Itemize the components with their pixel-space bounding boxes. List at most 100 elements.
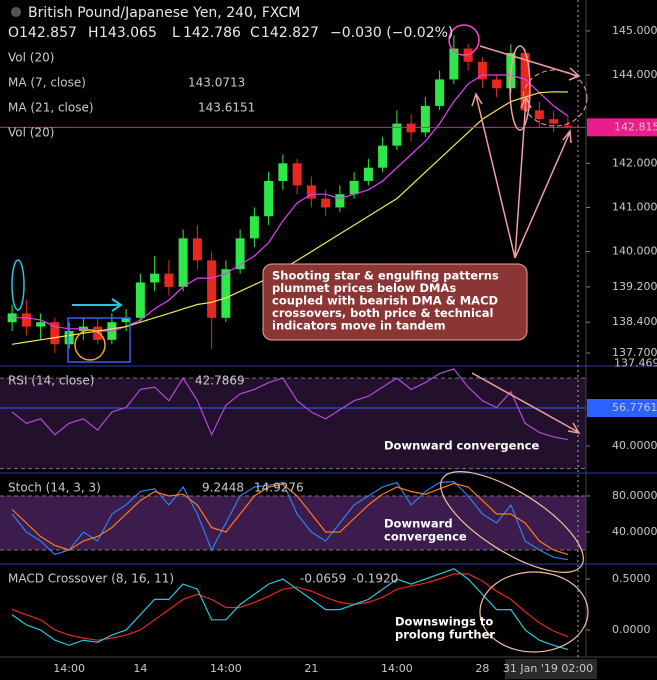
- y-tick-label: 0.5000: [612, 572, 651, 585]
- highlight-circle: [74, 329, 106, 361]
- legend-label: Vol (20): [8, 126, 54, 140]
- ohlc-value: 143.065: [99, 25, 157, 41]
- y-tick-label: 40.0000: [612, 439, 657, 452]
- indicator-line: [11, 368, 569, 441]
- legend-value: 143.6151: [198, 101, 255, 115]
- annotation: indicators move in tandem: [272, 319, 446, 333]
- indicator-line: [11, 482, 569, 556]
- candle-body: [93, 326, 103, 340]
- arrows: [471, 45, 581, 435]
- y-tick-label: 137.700: [612, 346, 657, 359]
- candle-body: [221, 269, 231, 318]
- candle-body: [135, 282, 145, 318]
- ohlc-value: 142.786: [183, 25, 241, 41]
- ohlc-letter: H: [88, 25, 99, 41]
- y-tick-label: 138.400: [612, 315, 657, 328]
- crosshair-label-bg: [505, 659, 597, 679]
- candle-body: [50, 322, 60, 345]
- annotation: Downswings to: [395, 615, 493, 629]
- candle-body: [178, 238, 188, 287]
- y-tick-label: 40.0000: [612, 525, 657, 538]
- candle-body: [150, 273, 160, 283]
- ohlc-value: 142.857: [19, 25, 77, 41]
- legend-label: MA (7, close): [8, 76, 86, 90]
- annotation: Downward: [384, 517, 453, 531]
- collapse-icon: [11, 7, 21, 17]
- indicator-line: [11, 568, 569, 651]
- labels: British Pound/Japanese Yen, 240, FXCM 14…: [8, 5, 657, 675]
- y-tick-label: 140.000: [612, 245, 657, 258]
- annotation: coupled with bearish DMA & MACD: [272, 294, 498, 308]
- candle-body: [335, 194, 345, 208]
- legend-label: MA (21, close): [8, 101, 94, 115]
- ma-line: [12, 74, 569, 332]
- ohlc-letter: C: [250, 25, 260, 41]
- highlight-circle: [448, 24, 480, 56]
- ohlc-letter: O: [8, 25, 19, 41]
- level-label-bg: [587, 399, 657, 418]
- change: −0.030 (−0.02%): [330, 25, 453, 41]
- x-tick-label: 14:00: [381, 662, 413, 675]
- y-tick-label: 141.000: [612, 200, 657, 213]
- x-tick-label: 14: [133, 662, 147, 675]
- legend-value: 143.0713: [188, 76, 245, 90]
- candle-body: [36, 322, 46, 327]
- price-label-bg: [587, 118, 657, 137]
- legend-value: -0.1920: [352, 572, 398, 586]
- candle-body: [249, 216, 259, 239]
- candle-body: [306, 185, 316, 199]
- highlight-ellipse: [522, 69, 588, 127]
- candle-body: [207, 260, 217, 318]
- candle-body: [477, 61, 487, 80]
- candle-body: [164, 273, 174, 287]
- annotation: convergence: [384, 530, 467, 544]
- legend-value: 14.9276: [254, 481, 304, 495]
- candle-body: [534, 110, 544, 120]
- candle-body: [349, 180, 359, 195]
- candle-body: [449, 48, 459, 80]
- low-marker-label: 137.469: [614, 356, 657, 369]
- candle-body: [235, 238, 245, 270]
- legend-label: Vol (20): [8, 51, 54, 65]
- candle-body: [363, 167, 373, 181]
- candle-body: [264, 180, 274, 217]
- drawings: [0, 0, 657, 658]
- level-label: 56.7761: [612, 401, 657, 414]
- price-label: 142.815: [614, 120, 657, 133]
- candle-body: [121, 317, 131, 323]
- arrow: [72, 298, 123, 312]
- highlight-box: [67, 317, 131, 363]
- annotation: Downward convergence: [384, 439, 539, 453]
- x-tick-label: 14:00: [210, 662, 242, 675]
- y-tick-label: 145.000: [612, 24, 657, 37]
- band: [0, 378, 586, 469]
- annotation: crossovers, both price & technical: [272, 306, 493, 320]
- candle-body: [520, 52, 530, 111]
- x-tick-label: 31 Jan '19 02:00: [503, 662, 593, 675]
- candle-body: [563, 125, 573, 127]
- ohlc-letter: L: [172, 25, 180, 41]
- annotation: plummet prices below DMAs: [272, 281, 456, 295]
- highlight-ellipse: [440, 471, 584, 573]
- candle-body: [392, 123, 402, 146]
- candle-body: [64, 331, 74, 345]
- candle-body: [492, 79, 502, 89]
- legend-value: -0.0659: [300, 572, 346, 586]
- pane-title: RSI (14, close): [8, 374, 94, 388]
- candle-body: [406, 123, 416, 133]
- y-tick-label: 142.000: [612, 156, 657, 169]
- indicator-line: [11, 480, 569, 561]
- x-tick-label: 14:00: [53, 662, 85, 675]
- candle-body: [21, 313, 31, 327]
- y-tick-label: 139.200: [612, 280, 657, 293]
- highlight-ellipse: [11, 259, 25, 311]
- marks: [0, 30, 590, 651]
- x-tick-label: 21: [304, 662, 318, 675]
- candle-body: [420, 105, 430, 133]
- annotation: prolong further: [395, 628, 495, 642]
- y-tick-label: 0.0000: [612, 623, 651, 636]
- highlight-ellipse: [479, 571, 589, 653]
- annotation-box: [262, 263, 528, 341]
